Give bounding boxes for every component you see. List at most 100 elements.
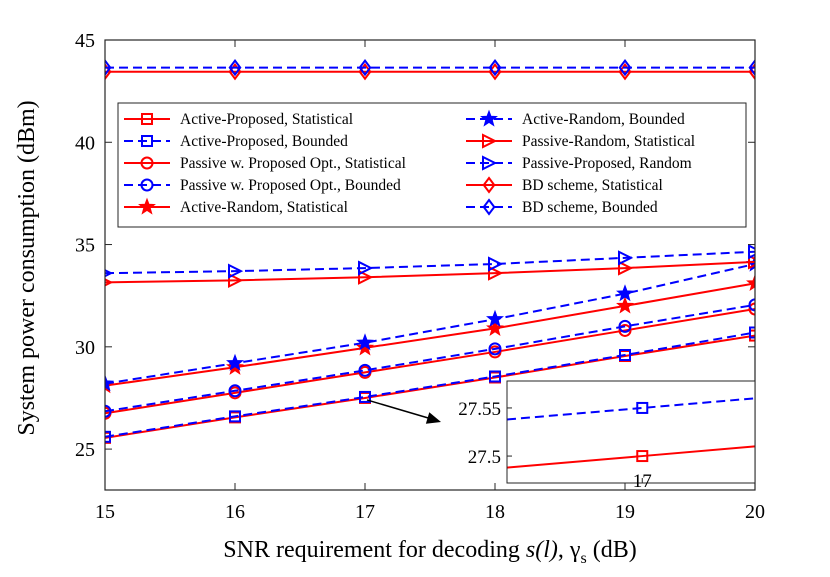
legend-swatch-marker: [140, 178, 154, 192]
data-point-active-proposed-bounded-19: [619, 349, 631, 361]
data-point-passive-random-statistical-16: [228, 272, 244, 288]
x-tick-label-20: 20: [745, 501, 765, 523]
legend-label: BD scheme, Bounded: [522, 199, 658, 216]
legend-label: Passive w. Proposed Opt., Statistical: [180, 155, 406, 172]
data-point-passive-w-proposed-opt-statistical-19: [618, 323, 632, 337]
legend-swatch-marker: [138, 197, 156, 215]
legend-swatch-marker: [482, 133, 498, 149]
data-point-passive-proposed-random-17: [358, 260, 374, 276]
legend: Active-Proposed, Statistical Active-Propo…: [117, 102, 747, 228]
series-layer: [105, 58, 755, 444]
series-line-passive-random-statistical: [105, 260, 755, 284]
data-point-passive-w-proposed-opt-bounded-15: [105, 404, 112, 418]
inset-line-1: [507, 445, 755, 469]
series-passive-random-statistical: [105, 254, 755, 288]
legend-box: [117, 102, 747, 228]
legend-item-active-random-statistical: Active-Random, Statistical: [124, 197, 348, 216]
inset-point-0: [636, 401, 649, 414]
x-axis-label: SNR requirement for decoding s(l), γs (d…: [223, 537, 636, 567]
x-tick-label-15: 15: [95, 501, 115, 523]
data-point-passive-w-proposed-opt-bounded-20: [748, 298, 755, 312]
data-point-active-proposed-bounded-18: [489, 370, 501, 383]
zoom-arrow-line: [366, 399, 436, 421]
data-point-passive-proposed-random-18: [488, 256, 504, 272]
legend-label: Passive w. Proposed Opt., Bounded: [180, 177, 401, 194]
data-point-passive-w-proposed-opt-statistical-20: [748, 302, 755, 316]
series-passive-proposed-random: [105, 244, 755, 279]
y-tick-label-30: 30: [75, 337, 95, 359]
data-point-passive-random-statistical-17: [358, 269, 374, 285]
series-line-active-random-bounded: [105, 263, 755, 385]
x-tick-label-16: 16: [225, 501, 245, 523]
x-tick-label-19: 19: [615, 501, 635, 523]
legend-item-passive-random-statistical: Passive-Random, Statistical: [466, 133, 695, 150]
zoom-arrow-head: [425, 412, 441, 424]
data-point-active-random-statistical-20: [746, 273, 755, 292]
legend-label: Active-Proposed, Statistical: [180, 111, 353, 128]
inset-background: [507, 381, 755, 483]
series-active-proposed-bounded: [105, 326, 755, 443]
data-point-active-random-bounded-15: [105, 374, 114, 392]
legend-label: BD scheme, Statistical: [522, 177, 663, 194]
inset-x-tick-label: 17: [633, 471, 652, 492]
legend-item-bd-scheme-bounded: BD scheme, Bounded: [466, 198, 658, 216]
data-point-passive-random-statistical-18: [488, 265, 504, 281]
data-point-passive-w-proposed-opt-bounded-18: [488, 342, 502, 356]
data-point-bd-scheme-bounded-16: [228, 58, 242, 77]
series-line-passive-proposed-random: [105, 250, 755, 275]
data-point-passive-w-proposed-opt-bounded-19: [618, 319, 632, 333]
y-tick-label-35: 35: [75, 235, 95, 257]
inset-series: [507, 397, 755, 469]
legend-swatch-marker: [482, 176, 496, 194]
legend-item-passive-w-proposed-opt-statistical: Passive w. Proposed Opt., Statistical: [124, 155, 406, 172]
y-axis-label: System power consumption (dBm): [14, 100, 40, 435]
series-line-active-random-statistical: [105, 282, 755, 387]
data-point-active-proposed-bounded-15: [105, 430, 111, 443]
inset-line-0: [507, 397, 755, 421]
legend-label: Passive-Proposed, Random: [522, 155, 692, 172]
data-point-bd-scheme-bounded-19: [618, 58, 632, 77]
legend-label: Passive-Random, Statistical: [522, 133, 695, 150]
legend-label: Active-Random, Bounded: [522, 111, 685, 128]
data-point-passive-random-statistical-20: [748, 254, 755, 270]
legend-item-active-random-bounded: Active-Random, Bounded: [466, 109, 685, 128]
data-point-active-proposed-bounded-20: [749, 326, 755, 339]
legend-swatch-marker: [480, 109, 498, 127]
legend-swatch-marker: [482, 198, 496, 216]
plot-frame: [104, 39, 756, 491]
data-point-active-random-bounded-17: [356, 333, 374, 351]
series-line-active-proposed-statistical: [105, 334, 755, 439]
legend-swatch-marker: [482, 155, 498, 171]
legend-swatch-marker: [141, 113, 153, 125]
y-tick-label-45: 45: [75, 30, 95, 52]
data-point-active-random-statistical-17: [356, 338, 374, 356]
inset-y-tick-label: 27.55: [458, 399, 501, 420]
data-point-passive-proposed-random-20: [748, 244, 755, 260]
legend-item-bd-scheme-statistical: BD scheme, Statistical: [466, 176, 663, 194]
data-point-active-random-statistical-18: [486, 318, 504, 337]
data-point-bd-scheme-bounded-18: [488, 58, 502, 77]
x-tick-label-18: 18: [485, 501, 505, 523]
legend-label: Active-Proposed, Bounded: [180, 133, 348, 150]
inset-frame: [506, 380, 756, 484]
legend-item-passive-proposed-random: Passive-Proposed, Random: [466, 155, 692, 172]
legend-item-active-proposed-bounded: Active-Proposed, Bounded: [124, 133, 348, 150]
data-point-passive-w-proposed-opt-bounded-16: [228, 384, 242, 398]
legend-item-active-proposed-statistical: Active-Proposed, Statistical: [124, 111, 353, 128]
series-line-passive-w-proposed-opt-statistical: [105, 307, 755, 415]
legend-item-passive-w-proposed-opt-bounded: Passive w. Proposed Opt., Bounded: [124, 177, 401, 194]
data-point-active-random-bounded-19: [616, 284, 634, 302]
data-point-bd-scheme-bounded-15: [105, 58, 112, 77]
legend-swatch-marker: [141, 135, 153, 147]
data-point-bd-scheme-bounded-20: [748, 58, 755, 77]
y-tick-label-25: 25: [75, 439, 95, 461]
data-point-passive-proposed-random-19: [618, 250, 634, 266]
data-point-passive-w-proposed-opt-bounded-17: [358, 363, 372, 377]
data-point-passive-random-statistical-19: [618, 260, 634, 276]
data-point-active-proposed-bounded-16: [229, 410, 241, 423]
data-point-passive-proposed-random-16: [228, 263, 244, 279]
x-tick-label-17: 17: [355, 501, 375, 523]
y-tick-label-40: 40: [75, 132, 95, 154]
inset-point-1: [636, 450, 649, 463]
